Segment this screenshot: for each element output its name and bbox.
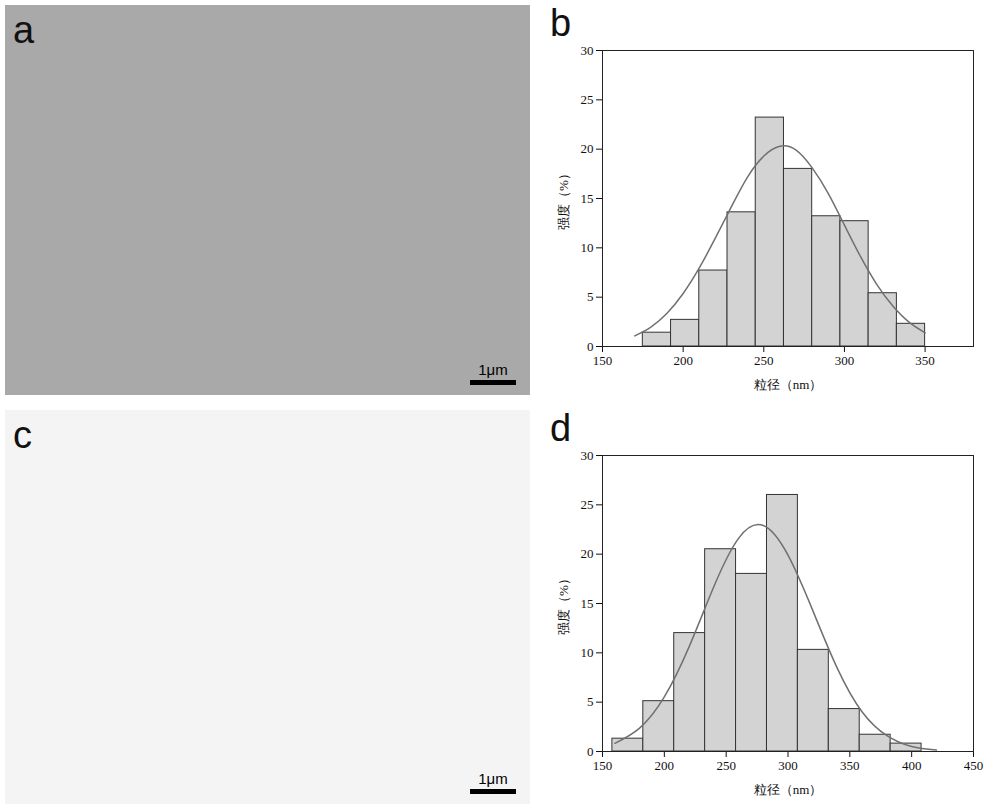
html-text:1μm: 1μm: [478, 770, 508, 787]
svg-text:250: 250: [754, 353, 774, 368]
svg-text:10: 10: [581, 240, 594, 255]
svg-text:450: 450: [964, 758, 984, 773]
svg-text:5: 5: [587, 289, 594, 304]
svg-text:200: 200: [655, 758, 675, 773]
svg-text:350: 350: [840, 758, 860, 773]
svg-text:20: 20: [581, 546, 594, 561]
svg-text:粒径（nm）: 粒径（nm）: [754, 377, 823, 392]
svg-text:15: 15: [581, 596, 594, 611]
svg-text:300: 300: [835, 353, 855, 368]
svg-text:400: 400: [902, 758, 922, 773]
svg-text:200: 200: [673, 353, 693, 368]
svg-text:0: 0: [587, 339, 594, 354]
svg-text:150: 150: [593, 353, 613, 368]
svg-text:300: 300: [778, 758, 798, 773]
svg-text:15: 15: [581, 191, 594, 206]
html-text:1μm: 1μm: [478, 361, 508, 378]
svg-text:粒径（nm）: 粒径（nm）: [754, 782, 823, 797]
svg-text:5: 5: [587, 694, 594, 709]
svg-text:25: 25: [581, 497, 594, 512]
html-text:a: a: [13, 9, 35, 51]
html-text:b: b: [550, 2, 572, 44]
svg-text:25: 25: [581, 92, 594, 107]
svg-text:0: 0: [587, 744, 594, 759]
html-text:c: c: [13, 414, 32, 456]
svg-text:30: 30: [581, 43, 594, 58]
html-text:d: d: [550, 407, 572, 449]
svg-text:350: 350: [915, 353, 935, 368]
svg-text:250: 250: [716, 758, 736, 773]
svg-text:20: 20: [581, 141, 594, 156]
svg-text:强度（%）: 强度（%）: [556, 572, 571, 635]
svg-text:150: 150: [593, 758, 613, 773]
svg-text:强度（%）: 强度（%）: [556, 167, 571, 230]
svg-text:10: 10: [581, 645, 594, 660]
svg-text:30: 30: [581, 448, 594, 463]
